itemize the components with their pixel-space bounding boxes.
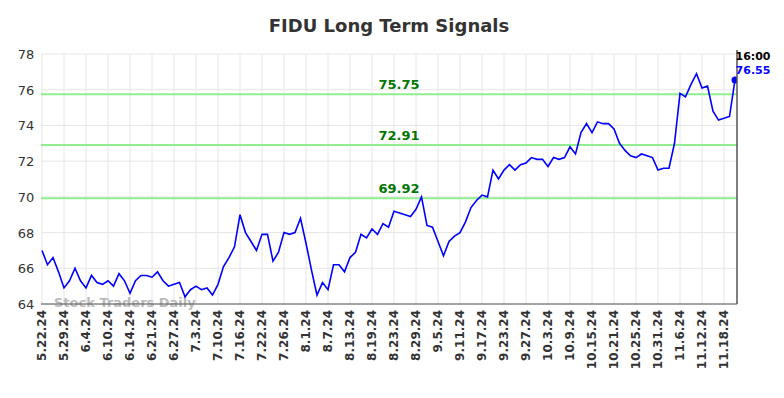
- signal-line: [41, 93, 737, 95]
- x-tick-label: 10.15.24: [585, 310, 599, 369]
- last-time: 16:00: [735, 50, 770, 63]
- x-grid-line: [328, 54, 329, 304]
- y-tick-label: 72: [18, 154, 35, 169]
- x-tick-label: 7.22.24: [255, 310, 269, 361]
- x-grid-line: [460, 54, 461, 304]
- x-grid-line: [86, 54, 87, 304]
- x-grid-line: [680, 54, 681, 304]
- x-grid-line: [614, 54, 615, 304]
- plot-area: [42, 74, 737, 297]
- x-tick-label: 9.23.24: [497, 310, 511, 361]
- x-tick-label: 11.6.24: [673, 310, 687, 361]
- x-tick-label: 6.14.24: [123, 310, 137, 361]
- watermark: Stock Traders Daily: [54, 295, 196, 310]
- y-tick-label: 78: [18, 47, 35, 62]
- price-line: [42, 74, 735, 297]
- y-grid-line: [41, 304, 737, 305]
- x-axis: [41, 304, 737, 305]
- y-grid-line: [41, 54, 737, 55]
- x-grid-line: [306, 54, 307, 304]
- x-grid-line: [636, 54, 637, 304]
- signal-label: 75.75: [378, 77, 419, 92]
- x-tick-label: 7.10.24: [211, 310, 225, 361]
- x-grid-line: [64, 54, 65, 304]
- title: FIDU Long Term Signals: [269, 15, 509, 36]
- x-tick-label: 10.3.24: [541, 310, 555, 361]
- y-grid-line: [41, 196, 737, 197]
- x-grid-line: [372, 54, 373, 304]
- y-grid-line: [41, 232, 737, 233]
- x-tick-label: 8.1.24: [299, 310, 313, 353]
- signal-label: 72.91: [378, 128, 419, 143]
- signal-label: 69.92: [378, 181, 419, 196]
- x-grid-line: [724, 54, 725, 304]
- x-grid-line: [526, 54, 527, 304]
- x-tick-label: 9.17.24: [475, 310, 489, 361]
- x-grid-line: [42, 54, 43, 304]
- x-tick-label: 8.7.24: [321, 310, 335, 353]
- x-grid-line: [548, 54, 549, 304]
- last-point: [732, 76, 738, 83]
- x-grid-line: [570, 54, 571, 304]
- last-value: 76.55: [736, 64, 771, 77]
- x-tick-label: 11.12.24: [695, 310, 709, 369]
- x-tick-label: 10.21.24: [607, 310, 621, 369]
- x-tick-label: 7.3.24: [189, 310, 203, 353]
- x-grid-line: [350, 54, 351, 304]
- x-grid-line: [108, 54, 109, 304]
- x-tick-label: 8.29.24: [409, 310, 423, 361]
- signal-line: [41, 144, 737, 146]
- y-grid-line: [41, 125, 737, 126]
- x-tick-label: 6.10.24: [101, 310, 115, 361]
- x-tick-label: 7.26.24: [277, 310, 291, 361]
- x-grid-line: [262, 54, 263, 304]
- y-tick-label: 70: [18, 190, 35, 205]
- x-grid-line: [284, 54, 285, 304]
- y-tick-label: 74: [18, 118, 35, 133]
- x-grid-line: [196, 54, 197, 304]
- x-tick-label: 9.11.24: [453, 310, 467, 361]
- signal-line: [41, 197, 737, 199]
- x-tick-label: 6.4.24: [79, 310, 93, 353]
- x-grid-line: [174, 54, 175, 304]
- y-tick-label: 66: [18, 261, 35, 276]
- x-grid-line: [438, 54, 439, 304]
- x-tick-label: 10.9.24: [563, 310, 577, 361]
- y-tick-label: 64: [18, 297, 35, 312]
- x-grid-line: [240, 54, 241, 304]
- y-grid-line: [41, 161, 737, 162]
- x-tick-label: 5.22.24: [35, 310, 49, 361]
- x-tick-label: 8.23.24: [387, 310, 401, 361]
- x-tick-label: 8.19.24: [365, 310, 379, 361]
- x-grid-line: [218, 54, 219, 304]
- x-tick-label: 10.25.24: [629, 310, 643, 369]
- x-tick-label: 6.21.24: [145, 310, 159, 361]
- chart: FIDU Long Term Signals 64 66 68 70 72 74 76 78 5.…: [0, 0, 784, 398]
- y-tick-label: 68: [18, 226, 35, 241]
- x-grid-line: [592, 54, 593, 304]
- x-tick-label: 10.31.24: [651, 310, 665, 369]
- x-tick-label: 5.29.24: [57, 310, 71, 361]
- x-grid-line: [130, 54, 131, 304]
- x-tick-label: 9.5.24: [431, 310, 445, 353]
- y-grid-line: [41, 268, 737, 269]
- x-grid-line: [504, 54, 505, 304]
- x-tick-label: 9.27.24: [519, 310, 533, 361]
- y-tick-label: 76: [18, 83, 35, 98]
- x-grid-line: [152, 54, 153, 304]
- x-tick-label: 8.13.24: [343, 310, 357, 361]
- last-marker-line: [736, 50, 738, 304]
- x-grid-line: [482, 54, 483, 304]
- x-tick-label: 6.27.24: [167, 310, 181, 361]
- x-tick-label: 11.18.24: [717, 310, 731, 369]
- x-grid-line: [702, 54, 703, 304]
- x-tick-label: 7.16.24: [233, 310, 247, 361]
- x-grid-line: [658, 54, 659, 304]
